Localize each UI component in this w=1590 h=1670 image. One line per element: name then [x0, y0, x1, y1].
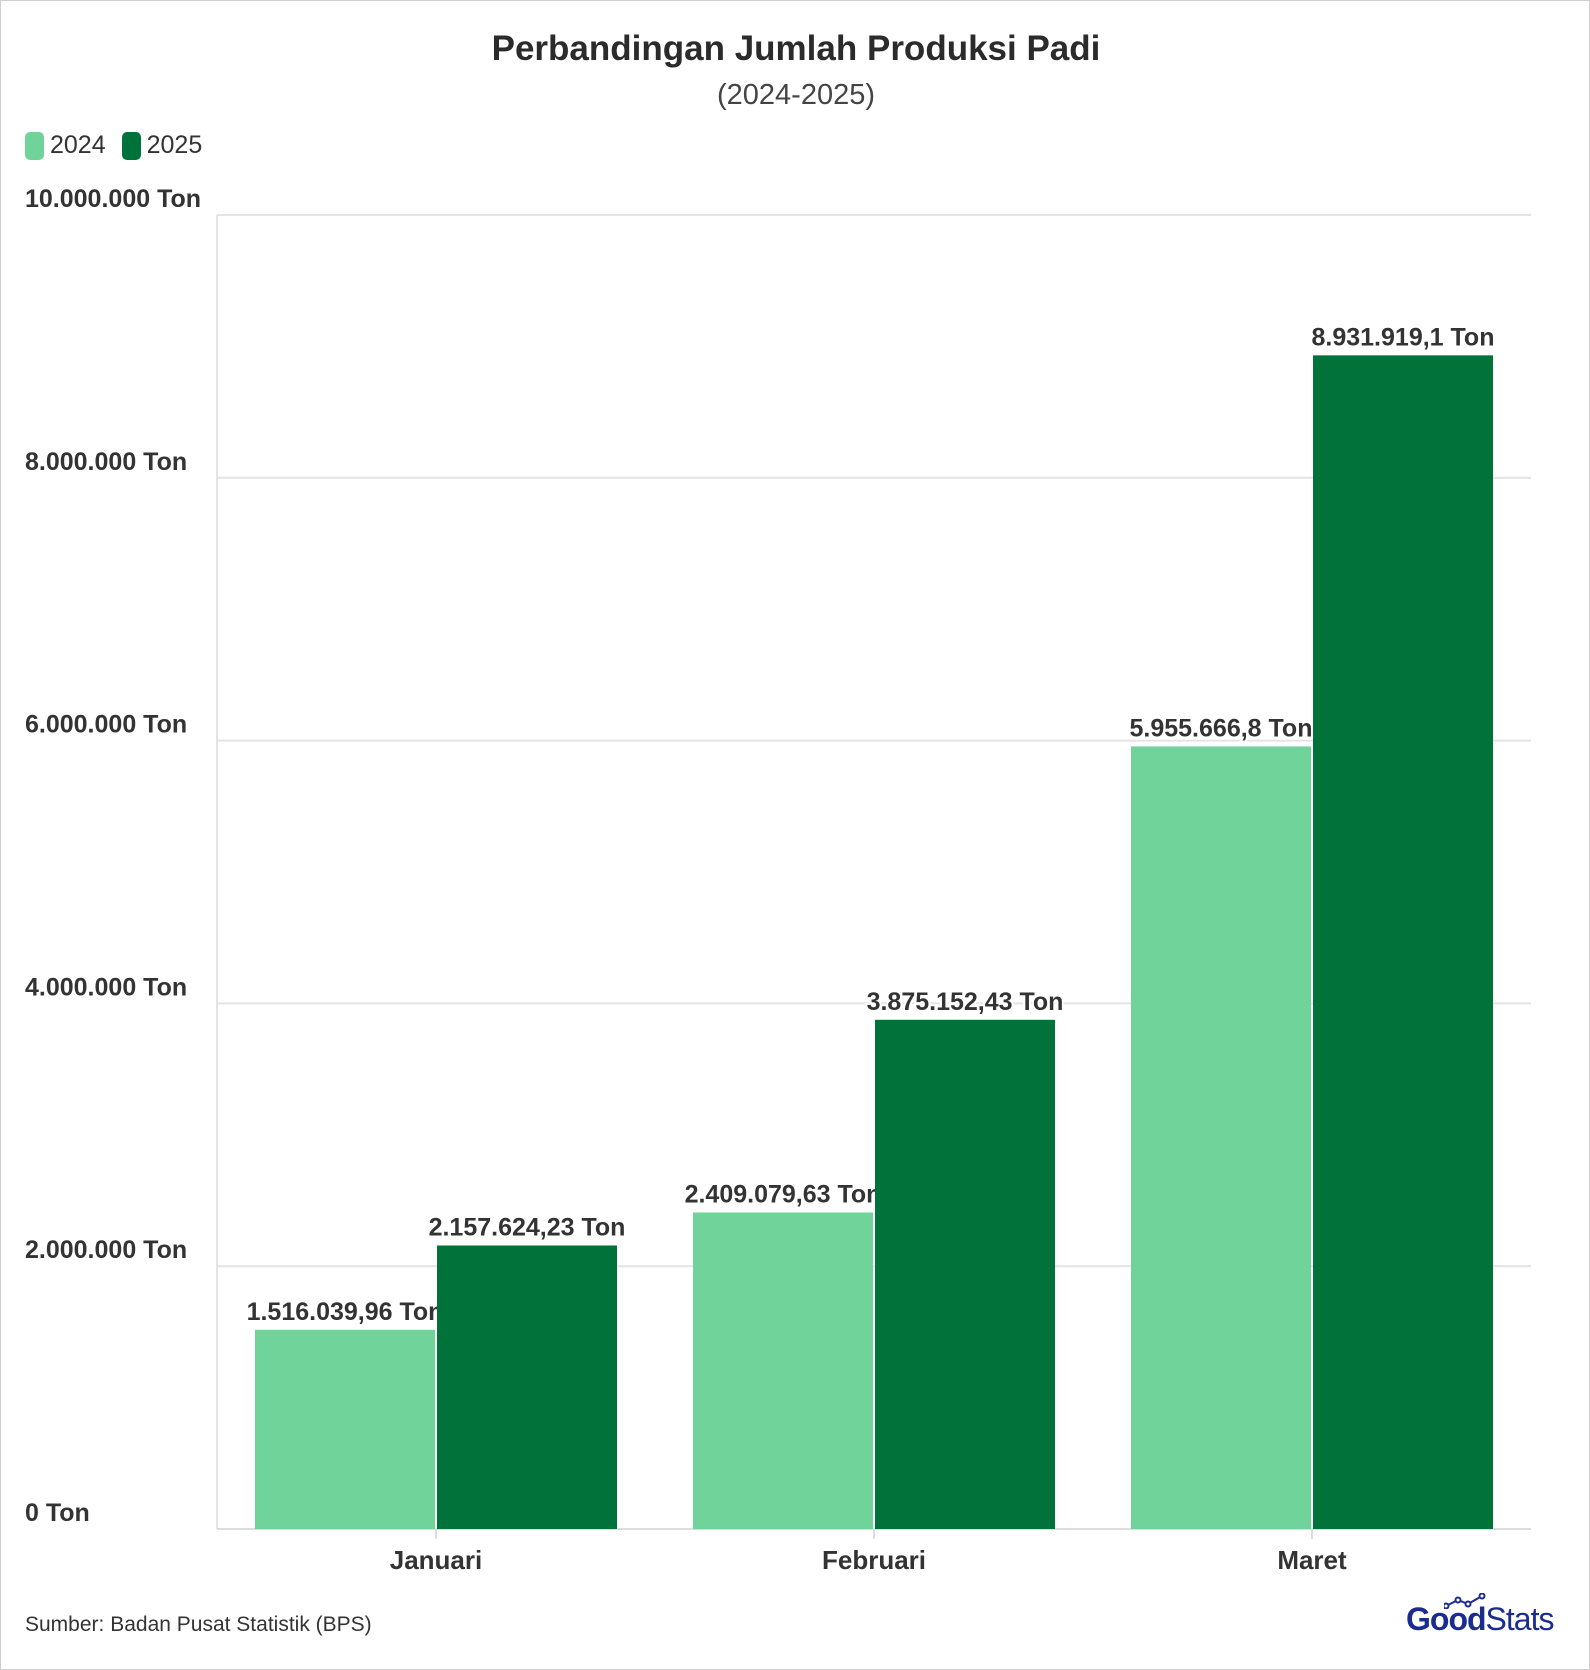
legend-item-2025[interactable]: 2025: [121, 131, 203, 160]
goodstats-logo: GoodStats: [1406, 1593, 1571, 1643]
x-tick-label: Februari: [822, 1545, 926, 1575]
source-note: Sumber: Badan Pusat Statistik (BPS): [25, 1613, 372, 1636]
legend-swatch-2024: [25, 131, 44, 160]
data-label: 5.955.666,8 Ton: [1130, 714, 1313, 742]
bar-2025-februari: [875, 1019, 1055, 1529]
bar-2024-januari: [255, 1329, 435, 1529]
chart-subtitle: (2024-2025): [717, 79, 875, 111]
logo-good: Good: [1406, 1601, 1487, 1637]
data-label: 8.931.919,1 Ton: [1312, 323, 1495, 351]
data-label: 2.157.624,23 Ton: [429, 1213, 626, 1241]
legend: 2024 2025: [25, 131, 218, 160]
legend-label-2025: 2025: [146, 131, 203, 159]
logo-spark-icon: [1444, 1593, 1486, 1609]
x-tick-label: Januari: [390, 1545, 483, 1575]
y-tick-label: 10.000.000 Ton: [25, 185, 201, 213]
data-label: 2.409.079,63 Ton: [685, 1180, 882, 1208]
bar-2024-maret: [1131, 746, 1311, 1529]
bar-2025-januari: [437, 1245, 617, 1529]
bar-2025-maret: [1313, 355, 1493, 1529]
legend-label-2024: 2024: [50, 131, 106, 159]
bar-2024-februari: [693, 1212, 873, 1529]
y-tick-label: 6.000.000 Ton: [25, 711, 187, 739]
y-tick-label: 0 Ton: [25, 1499, 90, 1527]
x-tick-label: Maret: [1277, 1545, 1347, 1575]
bar-chart: 0 Ton 2.000.000 Ton 4.000.000 Ton 6.000.000…: [25, 185, 1531, 1575]
legend-item-2024[interactable]: 2024: [25, 131, 106, 160]
data-label: 1.516.039,96 Ton: [247, 1298, 444, 1326]
legend-swatch-2025: [121, 131, 141, 160]
y-tick-label: 2.000.000 Ton: [25, 1236, 187, 1264]
logo-stats: Stats: [1485, 1601, 1555, 1637]
y-tick-label: 8.000.000 Ton: [25, 448, 187, 476]
logo-wordmark: GoodStats: [1406, 1601, 1555, 1638]
y-tick-label: 4.000.000 Ton: [25, 973, 187, 1001]
chart-title: Perbandingan Jumlah Produksi Padi: [491, 29, 1101, 68]
data-label: 3.875.152,43 Ton: [867, 988, 1064, 1016]
